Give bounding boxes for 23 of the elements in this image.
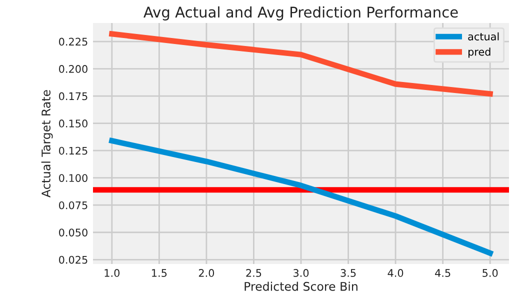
legend-label: pred — [468, 48, 490, 58]
x-tick-label: 1.0 — [104, 269, 120, 277]
x-tick-label: 4.0 — [388, 269, 404, 277]
chart-title: Avg Actual and Avg Prediction Performance — [144, 6, 458, 20]
y-tick-label: 0.200 — [59, 65, 88, 73]
y-tick-label: 0.225 — [59, 38, 88, 46]
y-tick-label: 0.150 — [59, 120, 88, 128]
y-tick-label: 0.100 — [59, 174, 88, 182]
legend-label: actual — [468, 32, 499, 40]
y-tick-label: 0.125 — [59, 146, 88, 155]
x-tick-label: 2.0 — [198, 269, 214, 277]
x-tick-label: 1.5 — [152, 269, 167, 277]
x-tick-label: 2.5 — [246, 269, 262, 277]
x-tick-label: 5.0 — [482, 269, 498, 277]
y-tick-label: 0.175 — [59, 92, 88, 100]
x-axis-title: Predicted Score Bin — [244, 282, 358, 291]
y-tick-label: 0.050 — [59, 228, 88, 236]
y-tick-label: 0.025 — [59, 256, 88, 264]
y-axis-title: Actual Target Rate — [41, 90, 53, 198]
y-tick-label: 0.075 — [59, 201, 88, 210]
x-tick-label: 3.5 — [340, 269, 356, 277]
x-tick-label: 3.0 — [294, 269, 309, 277]
x-tick-label: 4.5 — [435, 269, 450, 277]
